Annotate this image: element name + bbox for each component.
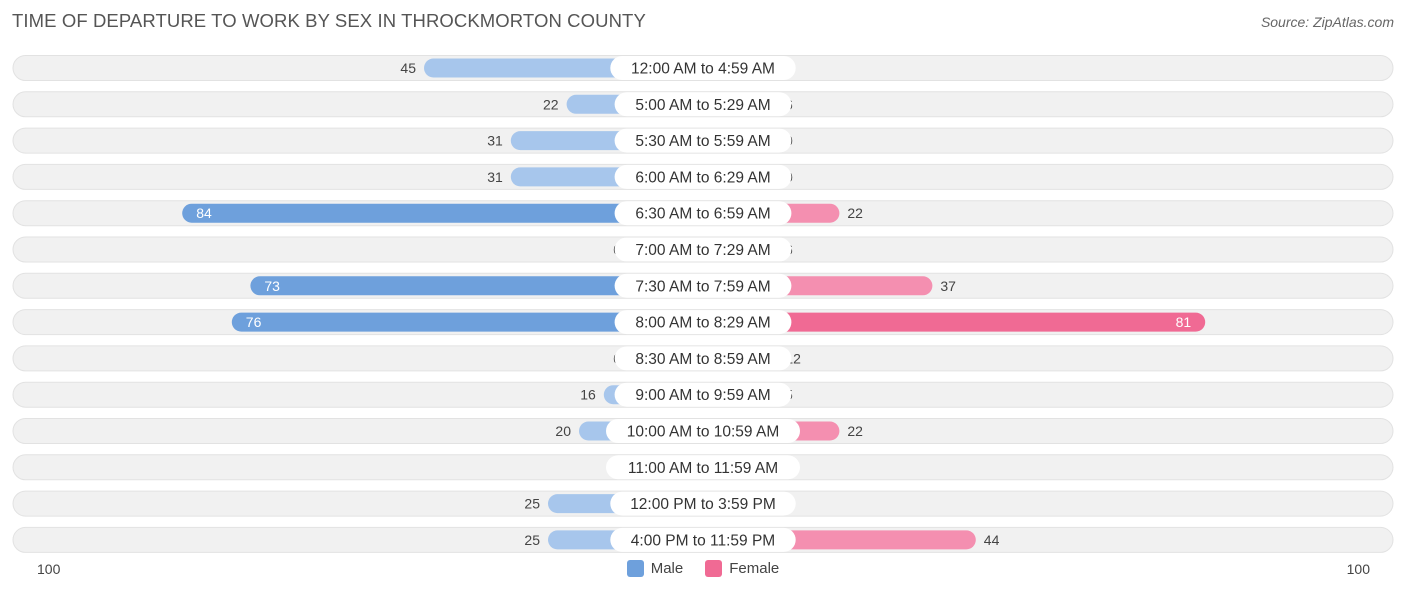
category-pill [610, 56, 796, 80]
category-label: 8:00 AM to 8:29 AM [635, 315, 770, 332]
category-label: 12:00 PM to 3:59 PM [630, 496, 776, 513]
female-value-label: 81 [1176, 314, 1192, 330]
male-value-label: 84 [196, 205, 212, 221]
legend-swatch-male [626, 560, 644, 577]
male-value-label: 76 [246, 314, 262, 330]
female-bar [703, 312, 1206, 332]
category-pill [614, 128, 792, 153]
category-label: 10:00 AM to 10:59 AM [627, 424, 780, 441]
source-credit: Source: ZipAtlas.com [1260, 14, 1394, 30]
male-value-label: 73 [264, 278, 280, 294]
category-pill [614, 164, 792, 189]
male-value-label: 20 [555, 423, 571, 439]
category-pill [614, 201, 792, 226]
category-pill [614, 346, 792, 371]
category-label: 8:30 AM to 8:59 AM [635, 351, 770, 368]
category-pill [614, 273, 792, 298]
male-value-label: 16 [580, 387, 596, 403]
category-label: 5:00 AM to 5:29 AM [635, 97, 770, 114]
female-value-label: 22 [847, 423, 863, 439]
category-pill [614, 310, 792, 335]
male-value-label: 31 [487, 169, 503, 185]
male-bar [182, 203, 703, 223]
legend-item-female: Female [705, 560, 779, 577]
category-pill [614, 382, 792, 407]
male-value-label: 45 [400, 60, 416, 76]
axis-label-left: 100 [37, 561, 61, 577]
category-label: 5:30 AM to 5:59 AM [635, 133, 770, 150]
category-pill [610, 491, 796, 516]
legend-label-male: Male [650, 560, 684, 577]
legend: Male Female [0, 560, 1406, 577]
male-value-label: 22 [543, 96, 559, 112]
chart-title: TIME OF DEPARTURE TO WORK BY SEX IN THRO… [12, 10, 646, 31]
category-label: 9:00 AM to 9:59 AM [635, 387, 770, 404]
male-value-label: 31 [487, 133, 503, 149]
category-label: 4:00 PM to 11:59 PM [631, 532, 775, 549]
category-pill [606, 455, 800, 480]
category-pill [610, 527, 796, 552]
female-value-label: 37 [940, 278, 956, 294]
legend-swatch-female [705, 560, 723, 577]
category-label: 12:00 AM to 4:59 AM [631, 61, 775, 78]
female-value-label: 44 [984, 532, 1000, 548]
axis-label-right: 100 [1346, 561, 1370, 577]
legend-item-male: Male [626, 560, 684, 577]
category-pill [614, 92, 792, 117]
category-label: 11:00 AM to 11:59 AM [628, 460, 778, 477]
male-value-label: 25 [524, 496, 540, 512]
category-label: 7:30 AM to 7:59 AM [635, 278, 770, 295]
female-value-label: 22 [847, 205, 863, 221]
category-label: 7:00 AM to 7:29 AM [635, 242, 770, 259]
male-bar [250, 276, 703, 296]
male-value-label: 25 [524, 532, 540, 548]
category-pill [614, 237, 792, 262]
legend-label-female: Female [729, 560, 780, 577]
category-label: 6:30 AM to 6:59 AM [635, 206, 770, 223]
male-bar [231, 312, 704, 332]
category-label: 6:00 AM to 6:29 AM [635, 169, 770, 186]
category-pill [606, 419, 800, 443]
